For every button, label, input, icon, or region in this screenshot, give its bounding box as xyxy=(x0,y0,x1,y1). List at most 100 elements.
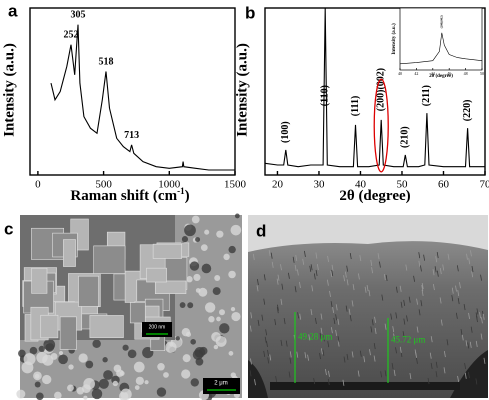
grain xyxy=(228,270,236,279)
fiber xyxy=(275,375,278,383)
grain xyxy=(102,357,108,363)
grain xyxy=(78,353,88,363)
fiber xyxy=(421,282,424,290)
grain xyxy=(127,349,137,359)
fiber xyxy=(310,309,313,316)
fiber xyxy=(265,329,268,336)
fiber xyxy=(343,356,346,363)
fiber xyxy=(364,286,367,293)
fiber xyxy=(352,283,355,291)
fiber xyxy=(254,379,256,386)
data-line xyxy=(264,7,485,168)
grain xyxy=(212,287,221,296)
fiber xyxy=(464,372,467,379)
x-tick-label: 20 xyxy=(272,179,284,191)
fiber xyxy=(374,316,376,323)
fiber xyxy=(302,258,305,265)
x-tick-label: 40 xyxy=(355,179,367,191)
grain xyxy=(76,387,85,395)
grain xyxy=(216,316,221,322)
fiber xyxy=(337,336,340,343)
grain xyxy=(119,370,125,376)
grain xyxy=(230,224,242,236)
fiber xyxy=(392,326,395,333)
x-axis-label: Raman shift (cm-1) xyxy=(70,186,189,204)
fiber xyxy=(250,358,252,365)
fiber xyxy=(385,274,388,281)
fiber xyxy=(335,329,338,336)
fiber xyxy=(280,264,282,271)
fiber xyxy=(296,269,299,276)
x-tick-label: 60 xyxy=(438,179,450,191)
x-axis-label-text: 2θ (degree) xyxy=(339,188,410,204)
grain xyxy=(83,395,88,400)
fiber xyxy=(370,259,373,266)
grain xyxy=(122,344,129,351)
fiber xyxy=(466,253,468,260)
grain xyxy=(198,287,208,297)
fiber xyxy=(391,362,394,370)
grain xyxy=(58,350,64,356)
x-tick-label: 500 xyxy=(95,179,112,191)
fiber xyxy=(261,314,264,321)
fiber xyxy=(351,351,354,358)
fiber xyxy=(263,350,266,357)
fiber xyxy=(403,318,406,325)
fiber xyxy=(274,318,277,326)
fiber xyxy=(313,273,316,280)
x-tick-label: 50 xyxy=(480,71,484,76)
fiber xyxy=(465,340,468,347)
grain xyxy=(192,349,204,360)
fiber xyxy=(451,287,454,294)
fiber xyxy=(344,271,347,278)
fiber xyxy=(346,353,349,361)
x-tick-label: 42 xyxy=(414,71,418,76)
fiber xyxy=(296,351,299,358)
fiber xyxy=(400,301,403,308)
fiber xyxy=(457,297,460,305)
grain xyxy=(58,354,68,365)
panel-label: d xyxy=(256,221,266,240)
fiber xyxy=(443,367,446,374)
grain xyxy=(103,370,113,380)
x-tick-label: 70 xyxy=(480,179,489,191)
sem-image-d xyxy=(248,215,488,398)
grain xyxy=(181,327,191,337)
peak-label: (100) xyxy=(280,121,291,143)
grain xyxy=(219,323,230,334)
grain xyxy=(29,346,38,355)
fiber xyxy=(399,285,402,292)
fiber xyxy=(267,357,270,364)
fiber xyxy=(311,285,314,292)
fiber xyxy=(297,312,300,319)
fiber xyxy=(476,308,479,315)
grain xyxy=(181,236,189,243)
fiber xyxy=(464,362,466,370)
peak-label: (200)(002) xyxy=(440,15,444,28)
fiber xyxy=(435,256,438,263)
fiber xyxy=(346,265,349,272)
fiber xyxy=(327,255,329,263)
fiber xyxy=(329,290,331,298)
fiber xyxy=(358,273,360,280)
panel-label: b xyxy=(245,3,255,22)
fiber xyxy=(288,371,291,378)
grain xyxy=(191,215,200,224)
fiber xyxy=(421,289,424,296)
fiber xyxy=(384,323,387,330)
peak-label: 305 xyxy=(70,10,85,21)
fiber xyxy=(280,298,283,305)
fiber xyxy=(276,278,279,285)
scale-bar-label: 200 nm xyxy=(149,324,166,330)
fiber xyxy=(319,352,321,360)
fiber xyxy=(280,339,283,346)
fiber xyxy=(263,298,266,305)
fiber xyxy=(369,349,371,356)
fiber xyxy=(399,346,402,353)
grain xyxy=(21,361,34,374)
grain xyxy=(34,381,41,388)
y-axis-label: Intensity (a.u.) xyxy=(234,43,250,137)
data-line xyxy=(50,24,235,171)
fiber xyxy=(468,258,471,265)
fiber xyxy=(395,312,398,319)
